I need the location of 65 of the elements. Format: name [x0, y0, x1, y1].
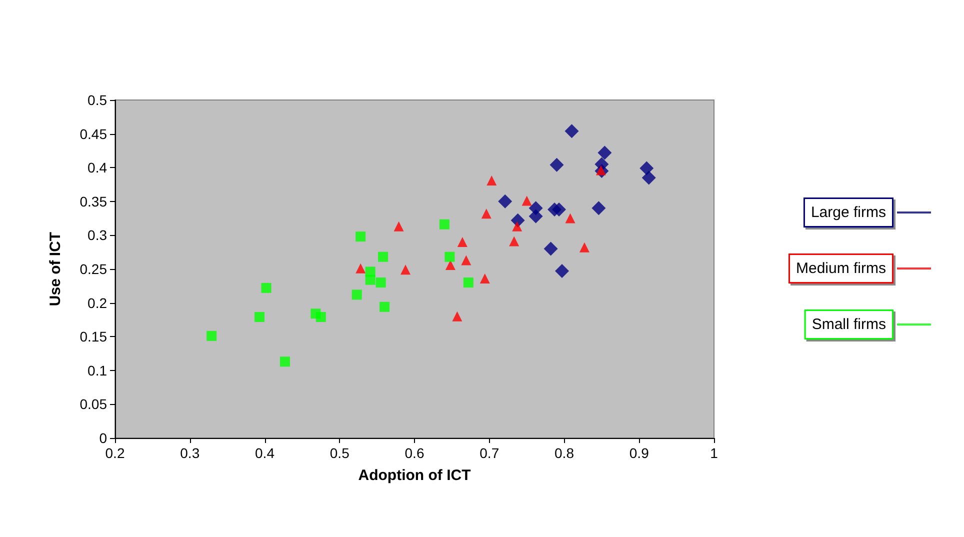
point: [439, 219, 450, 230]
point: [522, 196, 532, 206]
point: [280, 356, 290, 367]
point: [555, 264, 570, 278]
point: [356, 263, 366, 274]
x-tick-label: 0.4: [255, 445, 275, 461]
point: [378, 252, 388, 262]
point: [512, 221, 522, 232]
point: [565, 213, 576, 224]
y-tick-label: 0.3: [88, 227, 108, 244]
y-tick-label: 0.25: [80, 261, 108, 277]
point: [444, 252, 455, 262]
y-tick-label: 0: [99, 430, 108, 446]
point: [544, 242, 558, 256]
point: [452, 311, 462, 322]
point: [509, 236, 520, 246]
point: [445, 260, 456, 270]
point: [498, 194, 512, 208]
point: [380, 302, 390, 312]
legend-label: Medium firms: [796, 260, 886, 277]
point: [598, 146, 612, 160]
y-tick-label: 0.5: [88, 92, 108, 108]
legend-label: Large firms: [810, 204, 886, 221]
point: [394, 221, 404, 232]
point: [316, 312, 326, 322]
point: [461, 255, 472, 266]
point: [457, 236, 468, 247]
x-tick-label: 0.6: [404, 445, 424, 461]
point: [463, 278, 474, 288]
x-tick-label: 0.7: [480, 445, 500, 461]
point: [480, 273, 490, 284]
point: [365, 274, 376, 285]
legend-label: Small firms: [812, 316, 886, 333]
x-tick-label: 0.9: [629, 445, 650, 461]
y-tick-label: 0.05: [80, 396, 108, 412]
x-tick-label: 0.5: [330, 445, 350, 461]
x-tick-label: 0.3: [180, 445, 200, 461]
x-tick-label: 0.2: [105, 445, 125, 461]
y-axis-title: Use of ICT: [47, 232, 64, 306]
y-tick-label: 0.4: [88, 160, 108, 176]
point: [552, 202, 566, 217]
x-tick-label: 1: [710, 445, 718, 461]
point: [564, 124, 579, 138]
point: [486, 175, 497, 186]
point: [352, 290, 362, 300]
point: [640, 161, 654, 176]
y-tick-label: 0.15: [80, 328, 108, 345]
x-tick-label: 0.8: [554, 445, 574, 461]
point: [206, 330, 217, 341]
point: [261, 282, 272, 293]
point: [579, 242, 590, 252]
point: [356, 232, 366, 242]
point: [592, 201, 606, 216]
y-tick-label: 0.2: [88, 294, 108, 311]
point: [550, 158, 564, 172]
point: [642, 170, 656, 185]
point: [481, 208, 492, 219]
point: [376, 278, 386, 288]
point: [254, 312, 265, 322]
point: [528, 209, 543, 224]
y-tick-label: 0.35: [80, 193, 108, 210]
point: [400, 264, 411, 275]
y-tick-label: 0.1: [88, 362, 108, 378]
y-tick-label: 0.45: [80, 126, 108, 142]
x-axis-title: Adoption of ICT: [358, 467, 471, 484]
